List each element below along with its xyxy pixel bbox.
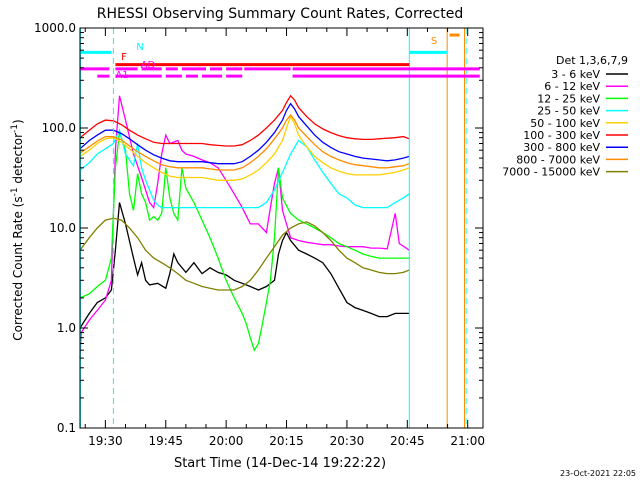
flag-label-f: F [121, 52, 127, 63]
series-line-7000-15000-kev [79, 217, 410, 291]
x-tick-label-20-00: 20:00 [209, 434, 244, 448]
x-tick-label-19-30: 19:30 [88, 434, 123, 448]
flag-label-a1: A1 [115, 70, 128, 81]
x-tick-label-19-45: 19:45 [148, 434, 183, 448]
series-line-300-800-kev [79, 102, 410, 165]
series-line-12-25-kev [79, 132, 410, 352]
flag-label-n: N [136, 42, 143, 53]
y-axis-label-main: Corrected Count Rate (s [11, 196, 25, 340]
axes: 19:30 19:45 20:00 20:15 20:30 20:45 21:00 0.1 1.… [34, 21, 485, 448]
x-tick-label-20-15: 20:15 [269, 434, 304, 448]
legend-label-300-800-kev: 300 - 800 keV [523, 141, 600, 154]
x-tick-label-21-00: 21:00 [450, 434, 485, 448]
y-tick-label-10-0: 10.0 [49, 221, 76, 235]
y-axis-label-sup1: -1 [10, 187, 20, 196]
y-tick-label-100-0: 100.0 [42, 121, 76, 135]
timestamp: 23-Oct-2021 22:05 [560, 469, 636, 478]
x-tick-label-20-30: 20:30 [330, 434, 365, 448]
plot-area: NF AD A1 S [79, 28, 480, 428]
y-axis-label-end: ) [11, 119, 25, 124]
y-axis-label-sup2: -1 [10, 124, 20, 133]
chart-title: RHESSI Observing Summary Count Rates, Co… [97, 6, 463, 22]
x-tick-label-20-45: 20:45 [390, 434, 425, 448]
legend-label-25-50-kev: 25 - 50 keV [537, 105, 600, 118]
y-tick-label-1-0: 1.0 [57, 321, 76, 335]
legend-label-12-25-kev: 12 - 25 keV [537, 92, 600, 105]
x-axis-label: Start Time (14-Dec-14 19:22:22) [174, 456, 386, 471]
legend-label-100-300-kev: 100 - 300 keV [523, 129, 600, 142]
legend-label-800-7000-kev: 800 - 7000 keV [516, 153, 600, 166]
series-line-100-300-kev [79, 94, 410, 147]
legend-label-7000-15000-kev: 7000 - 15000 keV [502, 166, 600, 179]
legend-label-50-100-kev: 50 - 100 keV [530, 117, 600, 130]
flag-label-s: S [431, 36, 437, 47]
series-line-3-6-kev [79, 202, 410, 329]
legend-label-6-12-kev: 6 - 12 keV [544, 80, 600, 93]
flag-label-ad: AD [141, 60, 156, 71]
legend-title: Det 1,3,6,7,9 [556, 54, 628, 67]
y-axis-label: Corrected Count Rate (s-1 detector-1) [10, 119, 25, 340]
series-line-50-100-kev [79, 115, 410, 181]
series-line-800-7000-kev [79, 113, 410, 171]
y-axis-label-mid: detector [11, 133, 25, 188]
y-tick-label-0-1: 0.1 [57, 421, 76, 435]
legend-label-3-6-kev: 3 - 6 keV [551, 68, 600, 81]
y-tick-label-1000-0: 1000.0 [34, 21, 76, 35]
